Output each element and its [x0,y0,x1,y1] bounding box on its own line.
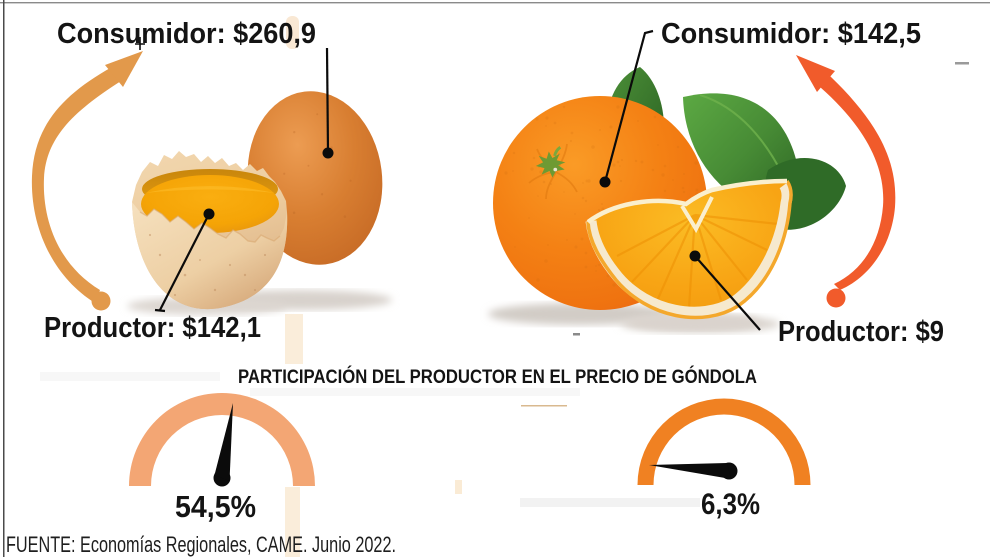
svg-text:Productor: $9: Productor: $9 [778,316,944,348]
svg-text:Consumidor: $260,9: Consumidor: $260,9 [57,18,316,50]
svg-text:FUENTE: Economías Regionales,: FUENTE: Economías Regionales, CAME. Juni… [6,532,396,557]
svg-text:Consumidor: $142,5: Consumidor: $142,5 [661,18,921,50]
svg-text:54,5%: 54,5% [175,489,256,524]
svg-text:Productor: $142,1: Productor: $142,1 [44,312,261,344]
svg-text:6,3%: 6,3% [701,488,760,521]
svg-text:PARTICIPACIÓN DEL PRODUCTOR EN: PARTICIPACIÓN DEL PRODUCTOR EN EL PRECIO… [238,366,757,388]
